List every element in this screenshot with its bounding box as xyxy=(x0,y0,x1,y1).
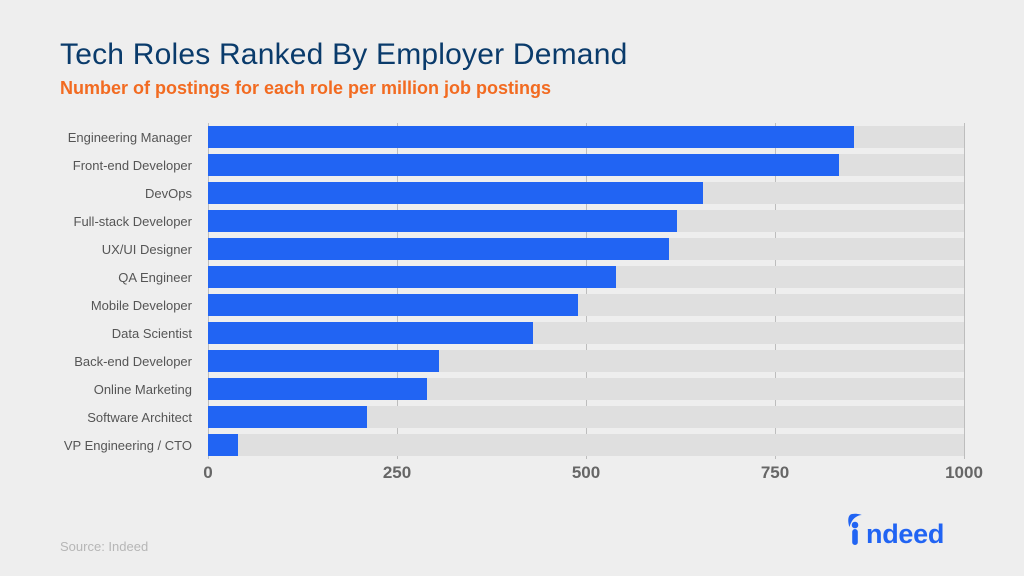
bar-row: UX/UI Designer xyxy=(208,235,964,263)
bar xyxy=(208,434,238,456)
bar-label: QA Engineer xyxy=(52,270,200,285)
bar-label: Mobile Developer xyxy=(52,298,200,313)
bar-label: Back-end Developer xyxy=(52,354,200,369)
bar-label: Full-stack Developer xyxy=(52,214,200,229)
bar-chart: Engineering ManagerFront-end DeveloperDe… xyxy=(208,123,964,459)
bar-row: DevOps xyxy=(208,179,964,207)
bar xyxy=(208,294,578,316)
x-axis-tick: 0 xyxy=(203,463,212,483)
bar-row: Data Scientist xyxy=(208,319,964,347)
bar-label: UX/UI Designer xyxy=(52,242,200,257)
bar xyxy=(208,238,669,260)
chart-canvas: Tech Roles Ranked By Employer Demand Num… xyxy=(0,0,1024,576)
x-axis-tick: 1000 xyxy=(945,463,983,483)
bar-track xyxy=(208,406,964,428)
chart-title: Tech Roles Ranked By Employer Demand xyxy=(60,38,964,72)
bar-row: Engineering Manager xyxy=(208,123,964,151)
bar-row: Back-end Developer xyxy=(208,347,964,375)
indeed-logo: ndeed xyxy=(844,513,964,554)
bar-track xyxy=(208,350,964,372)
bar-row: Online Marketing xyxy=(208,375,964,403)
x-axis-tick: 500 xyxy=(572,463,600,483)
bar-label: VP Engineering / CTO xyxy=(52,438,200,453)
gridline xyxy=(964,123,965,459)
bar-label: Software Architect xyxy=(52,410,200,425)
x-axis-tick: 250 xyxy=(383,463,411,483)
bar-track xyxy=(208,294,964,316)
x-axis-tick: 750 xyxy=(761,463,789,483)
bar xyxy=(208,378,427,400)
bar xyxy=(208,182,703,204)
bar-label: Engineering Manager xyxy=(52,130,200,145)
bar-track xyxy=(208,210,964,232)
bar-row: Mobile Developer xyxy=(208,291,964,319)
bar-label: DevOps xyxy=(52,186,200,201)
source-attribution: Source: Indeed xyxy=(60,539,148,554)
bar xyxy=(208,126,854,148)
bar xyxy=(208,154,839,176)
svg-text:ndeed: ndeed xyxy=(866,519,944,547)
bar xyxy=(208,406,367,428)
bar-track xyxy=(208,126,964,148)
bar-row: QA Engineer xyxy=(208,263,964,291)
bar-track xyxy=(208,378,964,400)
bar-track xyxy=(208,182,964,204)
bar-track xyxy=(208,434,964,456)
bar xyxy=(208,210,677,232)
bar-track xyxy=(208,238,964,260)
indeed-logo-svg: ndeed xyxy=(844,513,964,547)
bar-row: Full-stack Developer xyxy=(208,207,964,235)
chart-footer: Source: Indeed ndeed xyxy=(60,513,964,554)
bar-label: Online Marketing xyxy=(52,382,200,397)
bar-row: VP Engineering / CTO xyxy=(208,431,964,459)
bar-track xyxy=(208,266,964,288)
bar-label: Front-end Developer xyxy=(52,158,200,173)
chart-area: Engineering ManagerFront-end DeveloperDe… xyxy=(60,123,964,503)
chart-subtitle: Number of postings for each role per mil… xyxy=(60,78,964,99)
bar-label: Data Scientist xyxy=(52,326,200,341)
bar-track xyxy=(208,154,964,176)
bar xyxy=(208,322,533,344)
bar xyxy=(208,266,616,288)
bar-track xyxy=(208,322,964,344)
bar-row: Software Architect xyxy=(208,403,964,431)
bar xyxy=(208,350,439,372)
bar-row: Front-end Developer xyxy=(208,151,964,179)
